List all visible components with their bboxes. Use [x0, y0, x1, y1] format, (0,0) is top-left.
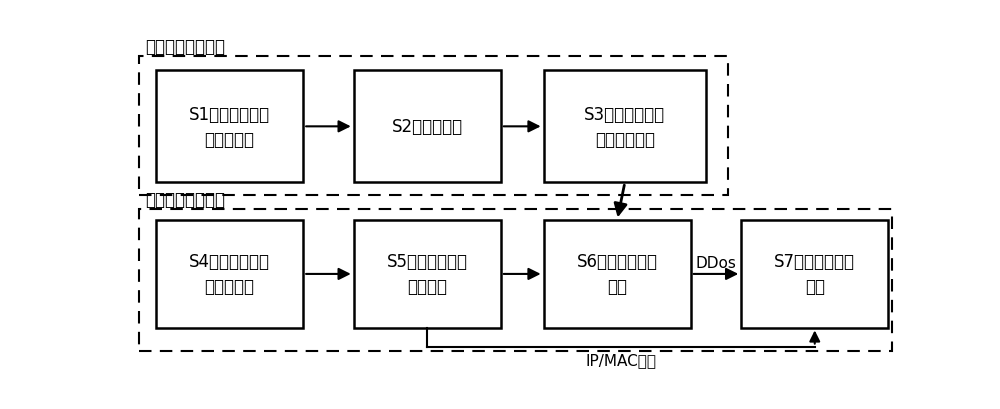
Bar — [354, 221, 501, 328]
Text: DDos: DDos — [696, 256, 736, 271]
Bar — [139, 57, 728, 196]
Bar — [139, 210, 892, 351]
Text: S2：特征选择: S2：特征选择 — [392, 118, 463, 136]
Bar — [156, 221, 303, 328]
Text: 实际流量分析阶段: 实际流量分析阶段 — [145, 190, 225, 208]
Bar — [156, 71, 303, 183]
Bar — [544, 221, 691, 328]
Bar — [544, 71, 706, 183]
Text: S3：数据处理与
模型建立训练: S3：数据处理与 模型建立训练 — [584, 106, 665, 148]
Text: S7：告警与日志
形成: S7：告警与日志 形成 — [774, 253, 855, 296]
Bar — [354, 71, 501, 183]
Text: S5：实时流量获
取与验证: S5：实时流量获 取与验证 — [387, 253, 468, 296]
Text: S6：特征提取与
分析: S6：特征提取与 分析 — [577, 253, 658, 296]
Text: S4：虚拟机地址
获取与存储: S4：虚拟机地址 获取与存储 — [189, 253, 270, 296]
Text: S1：数据集收集
与特征提取: S1：数据集收集 与特征提取 — [189, 106, 270, 148]
Text: IP/MAC欺骗: IP/MAC欺骗 — [586, 353, 656, 367]
Text: 检测模型训练阶段: 检测模型训练阶段 — [145, 37, 225, 55]
Bar — [741, 221, 888, 328]
